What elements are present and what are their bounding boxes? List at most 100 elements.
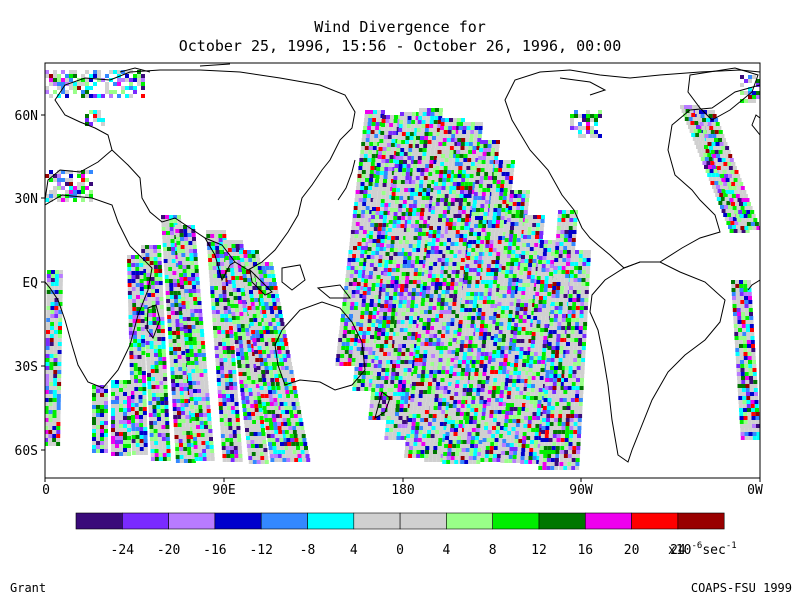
swath-cell (149, 429, 154, 433)
swath-cell (236, 356, 241, 360)
swath-cell (459, 194, 464, 198)
swath-cell (442, 362, 447, 366)
swath-cell (435, 278, 440, 282)
swath-cell (425, 196, 430, 200)
swath-cell (481, 196, 486, 200)
swath-cell (129, 367, 134, 371)
swath-cell (402, 244, 407, 248)
swath-cell (478, 152, 483, 156)
swath-cell (396, 300, 401, 304)
swath-cell (420, 248, 425, 252)
swath-cell (246, 368, 250, 372)
swath-cell (396, 324, 401, 328)
swath-cell (413, 442, 418, 446)
swath-cell (243, 412, 248, 416)
swath-cell (376, 315, 381, 319)
swath-cell (205, 397, 210, 401)
swath-cell (273, 398, 278, 402)
swath-cell (182, 317, 187, 321)
swath-cell (414, 128, 419, 132)
swath-cell (359, 359, 364, 363)
swath-cell (49, 362, 54, 366)
swath-cell (428, 306, 433, 310)
swath-cell (484, 200, 489, 204)
swath-cell (451, 130, 456, 134)
swath-cell (134, 411, 139, 415)
swath-cell (245, 360, 250, 364)
swath-cell (429, 156, 434, 160)
swath-cell (435, 350, 440, 354)
swath-cell (411, 120, 416, 124)
swath-cell (392, 356, 397, 360)
swath-cell (254, 302, 259, 306)
swath-cell (258, 382, 263, 386)
swath-cell (413, 196, 418, 200)
swath-cell (200, 433, 205, 437)
swath-cell (436, 158, 441, 162)
swath-cell (364, 218, 369, 222)
swath-cell (247, 416, 252, 420)
swath-cell (175, 455, 180, 459)
swath-cell (372, 315, 377, 319)
swath-cell (247, 380, 252, 384)
swath-cell (218, 402, 223, 406)
swath-cell (357, 242, 362, 246)
swath-cell (353, 274, 358, 278)
swath-cell (483, 144, 488, 148)
swath-cell (178, 371, 183, 375)
swath-cell (404, 400, 409, 404)
swath-cell (238, 272, 243, 276)
swath-cell (435, 202, 440, 206)
swath-cell (228, 322, 233, 326)
swath-cell (192, 429, 197, 433)
swath-cell (403, 328, 408, 332)
swath-cell (354, 266, 359, 270)
swath-cell (480, 168, 485, 172)
swath-cell (382, 183, 387, 187)
swath-cell (398, 168, 403, 172)
swath-cell (476, 168, 481, 172)
swath-cell (300, 430, 305, 434)
swath-cell (440, 374, 445, 378)
swath-cell (387, 404, 392, 408)
swath-cell (396, 184, 401, 188)
swath-cell (417, 272, 422, 276)
swath-cell (256, 420, 261, 424)
swath-cell (179, 319, 184, 323)
swath-cell (436, 418, 441, 422)
swath-cell (412, 244, 417, 248)
swath-cell (262, 310, 267, 314)
swath-cell (431, 430, 436, 434)
swath-cell (424, 302, 429, 306)
swath-cell (365, 238, 370, 242)
swath-cell (148, 401, 153, 405)
swath-cell (393, 216, 398, 220)
swath-cell (139, 427, 144, 431)
swath-cell (248, 286, 253, 290)
swath-cell (374, 259, 379, 263)
swath-cell (128, 299, 133, 303)
swath-cell (263, 274, 268, 278)
swath-cell (445, 190, 450, 194)
swath-cell (374, 400, 379, 404)
swath-cell (229, 442, 234, 446)
swath-cell (273, 326, 278, 330)
swath-cell (438, 246, 443, 250)
swath-cell (58, 274, 63, 278)
swath-cell (167, 251, 172, 255)
swath-cell (257, 400, 262, 404)
swath-cell (219, 418, 224, 422)
swath-cell (180, 293, 185, 297)
swath-cell (142, 281, 147, 285)
swath-cell (363, 194, 368, 198)
swath-cell (424, 374, 429, 378)
swath-cell (396, 188, 401, 192)
swath-cell (444, 162, 449, 166)
swath-cell (422, 188, 427, 192)
swath-cell (194, 449, 199, 453)
swath-cell (416, 172, 421, 176)
swath-cell (157, 437, 162, 441)
swath-cell (412, 280, 417, 284)
swath-cell (447, 234, 452, 238)
swath-cell (361, 307, 366, 311)
